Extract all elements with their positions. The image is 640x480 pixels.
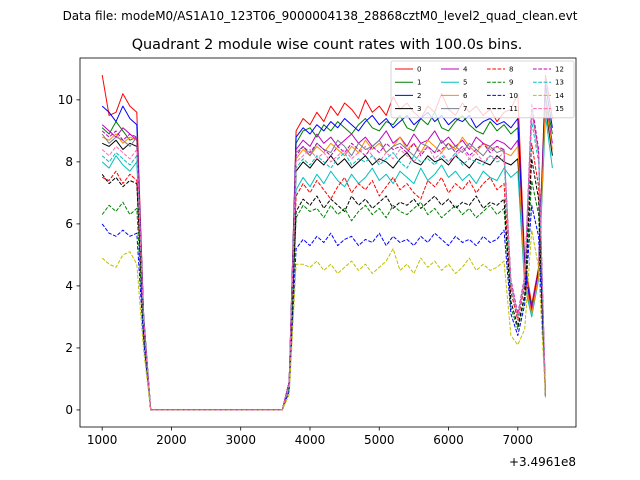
legend-label-9: 9 bbox=[509, 79, 513, 87]
legend-label-8: 8 bbox=[509, 66, 513, 74]
legend-label-12: 12 bbox=[555, 66, 564, 74]
chart-title: Quadrant 2 module wise count rates with … bbox=[132, 37, 523, 53]
legend-label-10: 10 bbox=[509, 92, 518, 100]
series-line-15 bbox=[101, 111, 546, 411]
legend-label-2: 2 bbox=[417, 92, 421, 100]
legend-label-15: 15 bbox=[555, 105, 564, 113]
series-lines bbox=[101, 74, 553, 411]
x-tick-label: 2000 bbox=[156, 433, 187, 447]
series-line-3 bbox=[101, 105, 553, 411]
x-offset-label: +3.4961e8 bbox=[509, 455, 576, 469]
series-line-0 bbox=[101, 74, 553, 411]
y-tick-label: 0 bbox=[65, 403, 73, 417]
x-tick-label: 5000 bbox=[364, 433, 395, 447]
series-line-2 bbox=[101, 83, 553, 411]
x-tick-label: 3000 bbox=[225, 433, 256, 447]
y-tick-label: 8 bbox=[65, 155, 73, 169]
legend-label-3: 3 bbox=[417, 105, 421, 113]
legend-box bbox=[390, 60, 575, 119]
series-line-7 bbox=[101, 108, 546, 411]
legend-label-0: 0 bbox=[417, 66, 421, 74]
series-line-4 bbox=[101, 99, 553, 411]
x-tick-label: 7000 bbox=[503, 433, 534, 447]
y-tick-label: 10 bbox=[58, 93, 73, 107]
legend-label-1: 1 bbox=[417, 79, 421, 87]
y-tick-label: 6 bbox=[65, 217, 73, 231]
legend-label-11: 11 bbox=[509, 105, 518, 113]
legend-label-4: 4 bbox=[463, 66, 468, 74]
legend-label-13: 13 bbox=[555, 79, 564, 87]
legend-label-14: 14 bbox=[555, 92, 564, 100]
x-tick-label: 6000 bbox=[433, 433, 464, 447]
axes-frame bbox=[79, 57, 577, 428]
x-tick-label: 1000 bbox=[87, 433, 118, 447]
series-line-14 bbox=[101, 229, 546, 411]
legend-label-6: 6 bbox=[463, 92, 468, 100]
x-tick-label: 4000 bbox=[295, 433, 326, 447]
y-tick-label: 4 bbox=[65, 279, 73, 293]
legend-label-7: 7 bbox=[463, 105, 467, 113]
series-line-11 bbox=[101, 158, 546, 411]
series-line-9 bbox=[101, 180, 546, 411]
y-tick-label: 2 bbox=[65, 341, 73, 355]
series-line-6 bbox=[101, 102, 553, 411]
series-line-10 bbox=[101, 204, 546, 411]
plot-area bbox=[101, 74, 553, 411]
legend-label-5: 5 bbox=[463, 79, 467, 87]
data-file-suptitle: Data file: modeM0/AS1A10_123T06_90000041… bbox=[63, 9, 578, 23]
